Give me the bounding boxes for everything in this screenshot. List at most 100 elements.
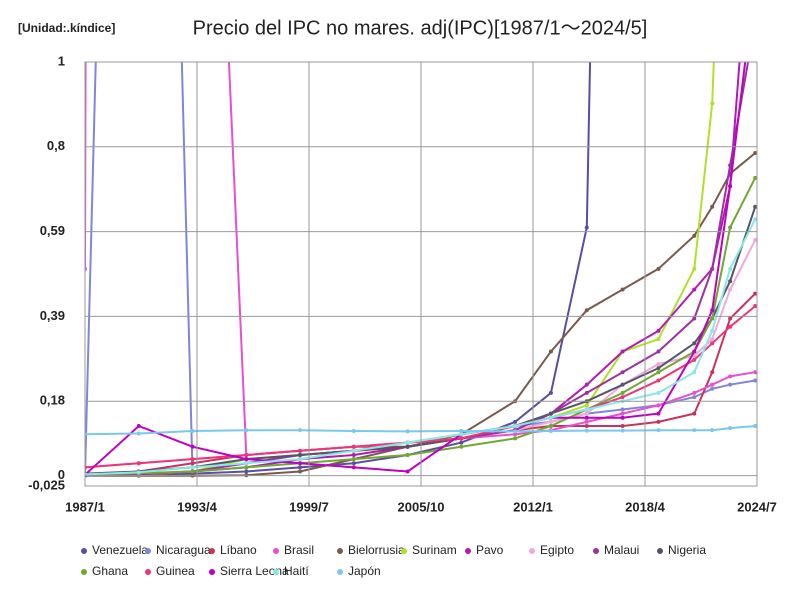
series-line xyxy=(85,425,756,436)
point xyxy=(656,390,661,395)
point xyxy=(753,217,757,222)
point xyxy=(620,411,625,416)
y-tick-label: 0 xyxy=(58,467,65,482)
point xyxy=(459,440,464,445)
point xyxy=(692,233,697,238)
point xyxy=(584,308,589,313)
point xyxy=(656,370,661,375)
point xyxy=(753,378,757,383)
legend-marker xyxy=(209,548,215,554)
point xyxy=(244,452,249,457)
point xyxy=(136,461,141,466)
x-tick-label: 1993/4 xyxy=(177,499,218,514)
point xyxy=(298,457,303,462)
point xyxy=(728,266,733,271)
legend-label: Egipto xyxy=(540,543,574,557)
point xyxy=(620,349,625,354)
point xyxy=(136,431,141,436)
point xyxy=(584,415,589,420)
y-tick-label: 0,39 xyxy=(40,308,65,323)
legend-label: Guinea xyxy=(156,564,195,578)
legend-marker xyxy=(81,548,87,554)
point xyxy=(753,370,757,375)
point xyxy=(513,429,518,434)
point xyxy=(190,469,195,474)
point xyxy=(728,316,733,321)
point xyxy=(692,341,697,346)
point xyxy=(351,428,356,433)
point xyxy=(710,101,715,106)
legend-label: Malaui xyxy=(604,543,639,557)
point xyxy=(692,349,697,354)
legend-label: Haití xyxy=(284,564,309,578)
point xyxy=(656,378,661,383)
legend-marker xyxy=(593,548,599,554)
legend-marker xyxy=(273,569,279,575)
x-tick-label: 2018/4 xyxy=(625,499,666,514)
point xyxy=(405,429,410,434)
point xyxy=(584,403,589,408)
point xyxy=(692,287,697,292)
point xyxy=(584,424,589,429)
point xyxy=(656,419,661,424)
point xyxy=(459,432,464,437)
point xyxy=(548,424,553,429)
legend-label: Surinam xyxy=(412,543,457,557)
point xyxy=(459,436,464,441)
point xyxy=(584,428,589,433)
point xyxy=(298,452,303,457)
point xyxy=(656,266,661,271)
point xyxy=(620,287,625,292)
point xyxy=(728,324,733,329)
point xyxy=(513,432,518,437)
point xyxy=(548,390,553,395)
point xyxy=(692,390,697,395)
point xyxy=(620,382,625,387)
legend-label: Japón xyxy=(348,564,381,578)
point xyxy=(190,457,195,462)
legend-label: Pavo xyxy=(476,543,504,557)
point xyxy=(656,366,661,371)
point xyxy=(656,428,661,433)
legend-label: Líbano xyxy=(220,543,257,557)
point xyxy=(692,428,697,433)
point xyxy=(244,465,249,470)
legend-label: Nigeria xyxy=(668,543,706,557)
point xyxy=(728,374,733,379)
legend-marker xyxy=(81,569,87,575)
x-tick-label: 2005/10 xyxy=(398,499,445,514)
point xyxy=(244,469,249,474)
point xyxy=(190,465,195,470)
point xyxy=(753,291,757,296)
x-tick-label: 2024/7 xyxy=(737,499,777,514)
legend-marker xyxy=(145,548,151,554)
point xyxy=(513,424,518,429)
legend-marker xyxy=(273,548,279,554)
point xyxy=(710,428,715,433)
series-line xyxy=(85,62,756,476)
point xyxy=(692,316,697,321)
point xyxy=(710,328,715,333)
point xyxy=(692,395,697,400)
point xyxy=(620,428,625,433)
point xyxy=(548,419,553,424)
legend-marker xyxy=(529,548,535,554)
legend-marker xyxy=(337,569,343,575)
point xyxy=(753,19,757,23)
point xyxy=(584,390,589,395)
point xyxy=(710,341,715,346)
x-tick-label: 1987/1 xyxy=(65,499,105,514)
legend-marker xyxy=(465,548,471,554)
plot-lines xyxy=(85,19,757,478)
point xyxy=(513,436,518,441)
point xyxy=(710,386,715,391)
point xyxy=(728,426,733,431)
point xyxy=(710,316,715,321)
y-tick-label: -0,025 xyxy=(28,477,65,492)
point xyxy=(548,428,553,433)
point xyxy=(190,444,195,449)
point xyxy=(351,465,356,470)
point xyxy=(710,308,715,313)
point xyxy=(656,349,661,354)
point xyxy=(190,428,195,433)
